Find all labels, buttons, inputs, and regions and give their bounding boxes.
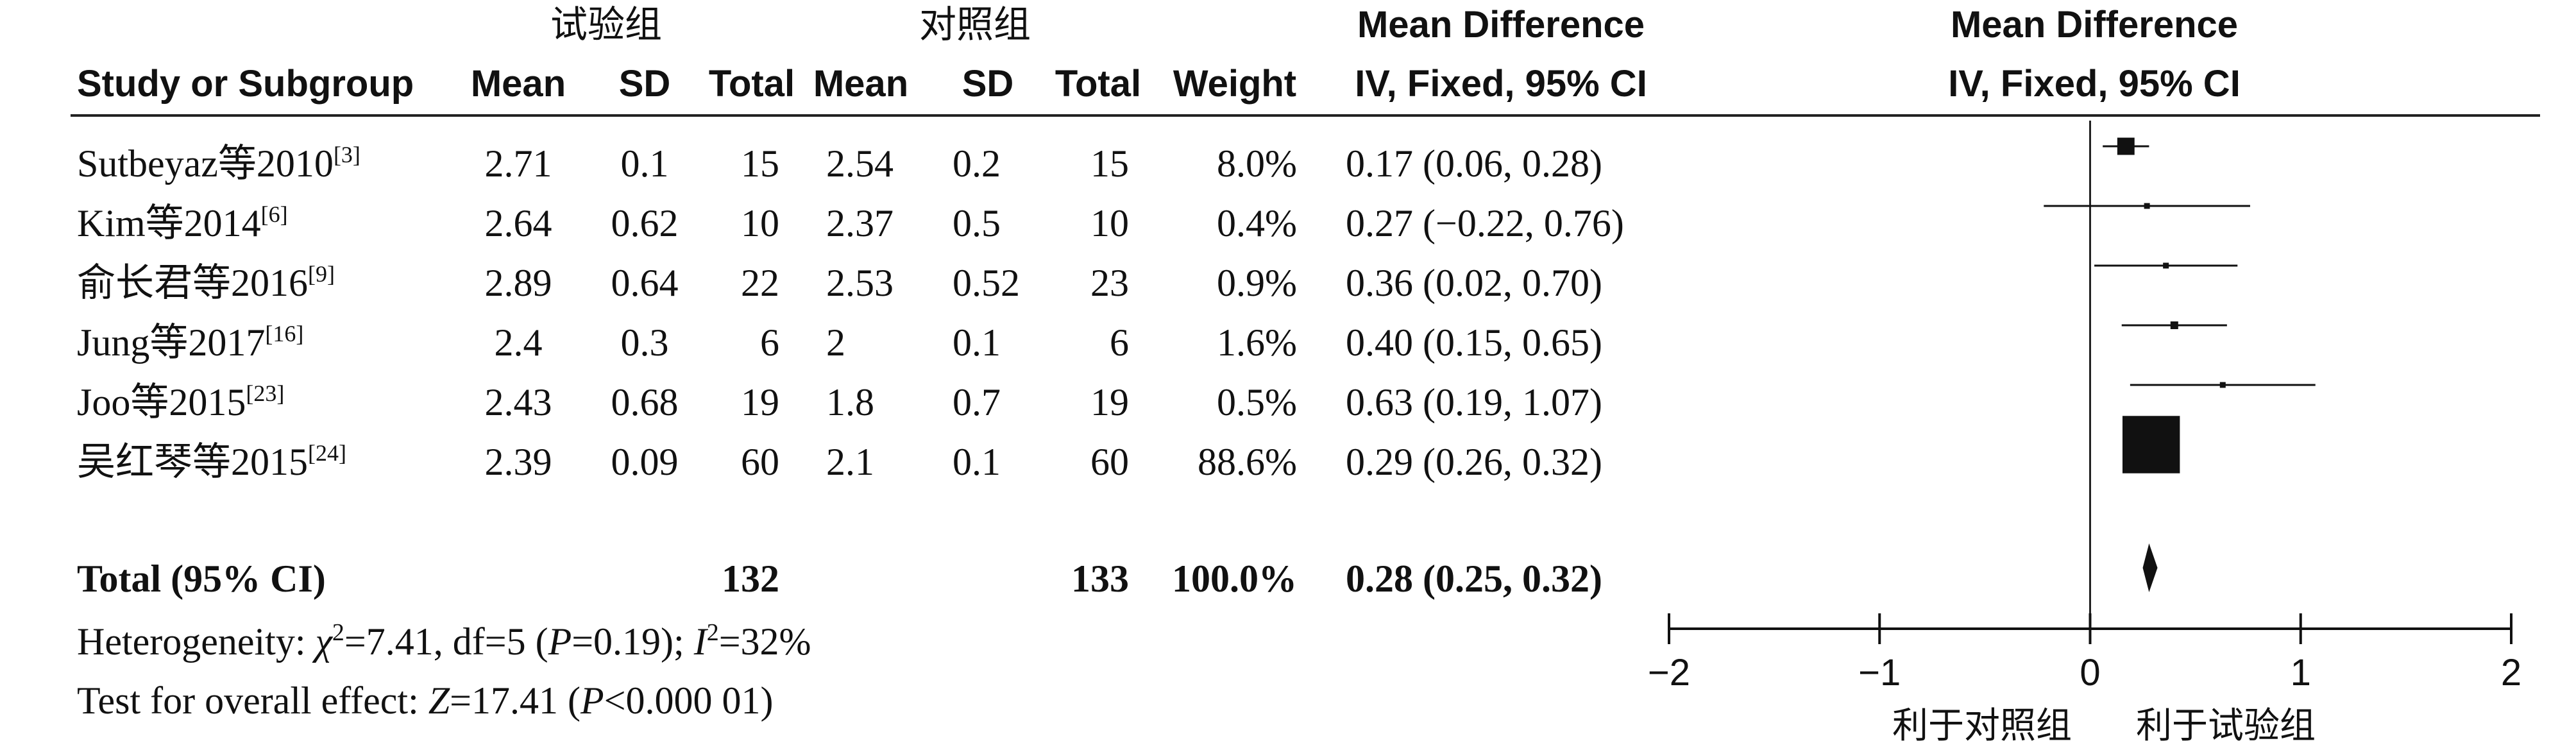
exp-sd: 0.64 xyxy=(611,262,679,304)
ctl-mean: 1.8 xyxy=(826,381,874,423)
total-exp: 132 xyxy=(722,558,779,600)
overall-effect-text: Test for overall effect: Z=17.41 (P<0.00… xyxy=(77,679,773,722)
exp-mean: 2.4 xyxy=(495,321,543,364)
exp-sd: 0.1 xyxy=(621,142,669,185)
ctl-sd: 0.1 xyxy=(953,441,1001,483)
group-header-control: 对照组 xyxy=(919,3,1031,46)
column-header-study: Study or Subgroup xyxy=(77,63,414,105)
ctl-mean: 2 xyxy=(826,321,845,364)
favours-control-label: 利于对照组 xyxy=(1892,705,2072,747)
exp-mean: 2.43 xyxy=(485,381,552,423)
ctl-total: 19 xyxy=(1090,381,1129,423)
study-row: Sutbeyaz等2010[3] 2.71 0.1 15 2.54 0.2 15… xyxy=(77,142,1602,185)
exp-total: 19 xyxy=(741,381,779,423)
total-label: Total (95% CI) xyxy=(77,558,326,600)
effect-square xyxy=(2163,262,2169,269)
x-tick-label: 0 xyxy=(2080,652,2100,694)
ci-text: 0.40 (0.15, 0.65) xyxy=(1346,321,1602,364)
exp-sd: 0.62 xyxy=(611,202,679,244)
study-name: Jung等2017[16] xyxy=(77,321,303,364)
column-header-ctl-sd: SD xyxy=(962,63,1014,105)
study-name: Joo等2015[23] xyxy=(77,380,284,423)
study-row: Kim等2014[6] 2.64 0.62 10 2.37 0.5 10 0.4… xyxy=(77,201,1624,244)
effect-square xyxy=(2122,416,2180,473)
weight: 0.4% xyxy=(1217,202,1297,244)
total-weight: 100.0% xyxy=(1172,558,1297,600)
pooled-diamond xyxy=(2142,543,2158,592)
x-tick-label: −2 xyxy=(1648,652,1690,694)
favours-experimental-label: 利于试验组 xyxy=(2136,705,2316,747)
ctl-mean: 2.53 xyxy=(826,262,894,304)
ctl-sd: 0.1 xyxy=(953,321,1001,364)
md-column-title: Mean Difference xyxy=(1357,4,1645,46)
ctl-total: 6 xyxy=(1110,321,1129,364)
study-row: 俞长君等2016[9] 2.89 0.64 22 2.53 0.52 23 0.… xyxy=(77,261,1602,304)
exp-total: 10 xyxy=(741,202,779,244)
column-header-weight: Weight xyxy=(1173,63,1296,105)
x-tick-label: 1 xyxy=(2291,652,2311,694)
column-header-ctl-mean: Mean xyxy=(813,63,908,105)
ci-text: 0.17 (0.06, 0.28) xyxy=(1346,142,1602,185)
exp-total: 22 xyxy=(741,262,779,304)
study-name: 俞长君等2016[9] xyxy=(77,261,335,304)
column-header-exp-total: Total xyxy=(709,63,795,105)
exp-total: 6 xyxy=(760,321,779,364)
ctl-sd: 0.5 xyxy=(953,202,1001,244)
exp-sd: 0.68 xyxy=(611,381,679,423)
md-column-method: IV, Fixed, 95% CI xyxy=(1355,63,1647,105)
study-name: 吴红琴等2015[24] xyxy=(77,440,346,483)
study-name: Sutbeyaz等2010[3] xyxy=(77,142,360,185)
ci-text: 0.36 (0.02, 0.70) xyxy=(1346,262,1602,304)
exp-mean: 2.39 xyxy=(485,441,552,483)
weight: 0.9% xyxy=(1217,262,1297,304)
ci-text: 0.29 (0.26, 0.32) xyxy=(1346,441,1602,483)
ctl-mean: 2.1 xyxy=(826,441,874,483)
x-tick-label: 2 xyxy=(2501,652,2521,694)
ctl-total: 15 xyxy=(1090,142,1129,185)
plot-column-title: Mean Difference xyxy=(1951,4,2238,46)
weight: 8.0% xyxy=(1217,142,1297,185)
total-ctl: 133 xyxy=(1071,558,1129,600)
column-header-exp-mean: Mean xyxy=(471,63,566,105)
ci-text: 0.27 (−0.22, 0.76) xyxy=(1346,202,1624,244)
effect-square xyxy=(2219,382,2226,388)
weight: 88.6% xyxy=(1198,441,1297,483)
ctl-total: 23 xyxy=(1090,262,1129,304)
exp-sd: 0.3 xyxy=(621,321,669,364)
column-header-ctl-total: Total xyxy=(1055,63,1141,105)
forest-plot-area: −2 −1 0 1 2 xyxy=(1648,121,2521,694)
group-header-experimental: 试验组 xyxy=(550,3,662,46)
ctl-sd: 0.52 xyxy=(953,262,1020,304)
weight: 0.5% xyxy=(1217,381,1297,423)
exp-total: 60 xyxy=(741,441,779,483)
exp-mean: 2.89 xyxy=(485,262,552,304)
ctl-total: 10 xyxy=(1090,202,1129,244)
study-row: Joo等2015[23] 2.43 0.68 19 1.8 0.7 19 0.5… xyxy=(77,380,1602,423)
effect-square xyxy=(2144,203,2150,209)
ctl-total: 60 xyxy=(1090,441,1129,483)
study-row: Jung等2017[16] 2.4 0.3 6 2 0.1 6 1.6% 0.4… xyxy=(77,321,1602,364)
ctl-mean: 2.54 xyxy=(826,142,894,185)
weight: 1.6% xyxy=(1217,321,1297,364)
ci-text: 0.63 (0.19, 1.07) xyxy=(1346,381,1602,423)
ctl-sd: 0.7 xyxy=(953,381,1001,423)
x-tick-label: −1 xyxy=(1858,652,1901,694)
total-row: Total (95% CI) 132 133 100.0% 0.28 (0.25… xyxy=(77,558,1602,600)
study-name: Kim等2014[6] xyxy=(77,201,288,244)
ctl-sd: 0.2 xyxy=(953,142,1001,185)
heterogeneity-text: Heterogeneity: χ2=7.41, df=5 (P=0.19); I… xyxy=(77,619,811,663)
exp-mean: 2.71 xyxy=(485,142,552,185)
exp-sd: 0.09 xyxy=(611,441,679,483)
exp-mean: 2.64 xyxy=(485,202,552,244)
study-row: 吴红琴等2015[24] 2.39 0.09 60 2.1 0.1 60 88.… xyxy=(77,440,1602,483)
column-header-exp-sd: SD xyxy=(619,63,671,105)
plot-column-method: IV, Fixed, 95% CI xyxy=(1948,63,2241,105)
total-ci-text: 0.28 (0.25, 0.32) xyxy=(1346,558,1602,600)
effect-square xyxy=(2170,321,2178,330)
effect-square xyxy=(2117,137,2135,155)
exp-total: 15 xyxy=(741,142,779,185)
ctl-mean: 2.37 xyxy=(826,202,894,244)
